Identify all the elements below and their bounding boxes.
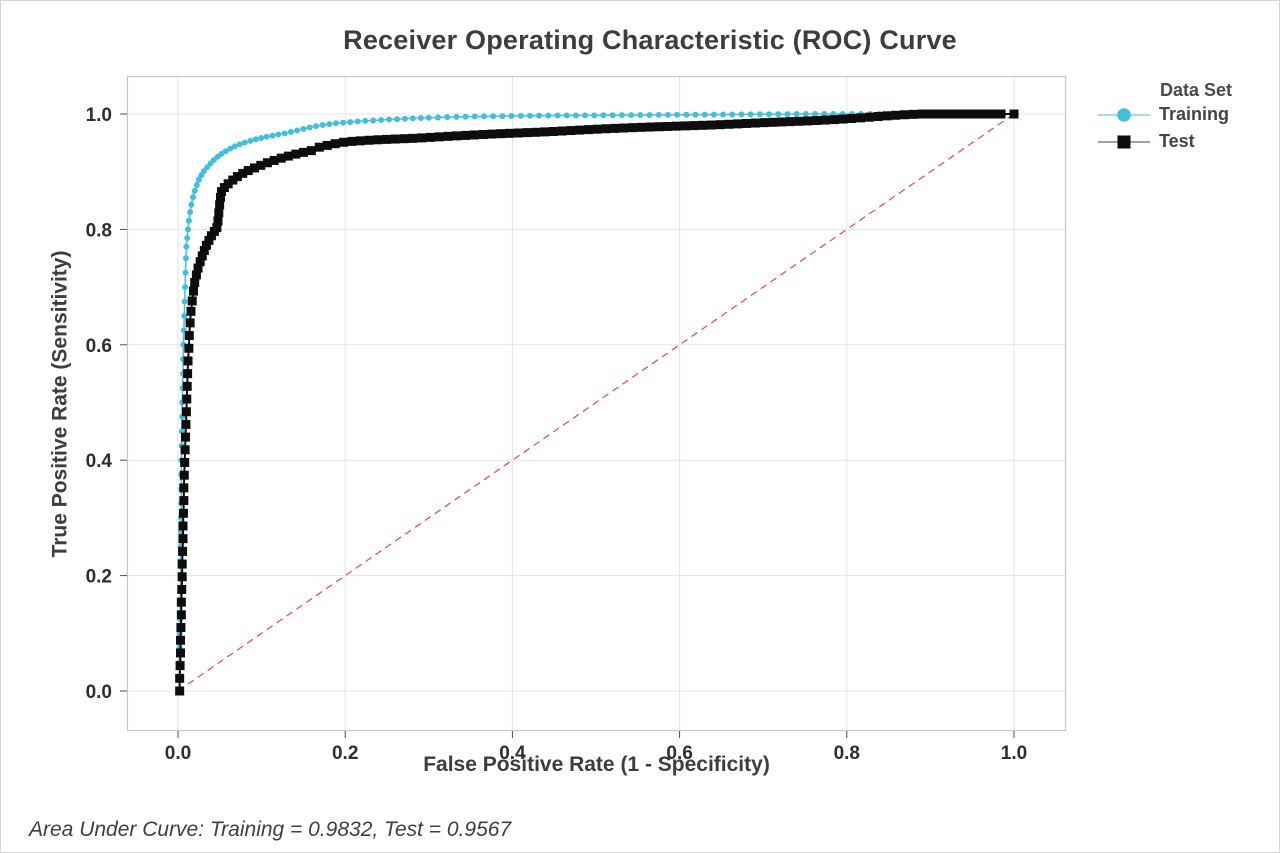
legend-label-training: Training: [1159, 104, 1230, 124]
x-tick-label: 0.0: [165, 743, 191, 764]
legend-label-test: Test: [1159, 131, 1195, 151]
x-tick-label: 0.8: [834, 743, 860, 764]
y-tick-label: 0.8: [86, 220, 112, 241]
x-tick-label: 0.6: [666, 743, 692, 764]
y-tick-label: 0.4: [86, 451, 113, 472]
y-tick-label: 0.2: [86, 567, 112, 588]
series-test: [175, 109, 1019, 696]
y-axis-label: True Positive Rate (Sensitivity): [48, 250, 72, 558]
plot-frame: [126, 75, 1067, 732]
legend-item-training: Training: [1098, 101, 1276, 128]
legend-item-test: Test: [1098, 128, 1276, 155]
chart-title: Receiver Operating Characteristic (ROC) …: [343, 25, 957, 55]
test-marker-icon: [1098, 135, 1150, 148]
y-tick-label: 0.6: [86, 336, 112, 357]
x-tick-label: 0.4: [499, 743, 526, 764]
plot-area: 0.0 0.2 0.4 0.6 0.8 1.0 0.0 0.2 0.4 0.6 0.8 1.0: [86, 75, 1067, 764]
legend: Data Set Training Test: [1098, 79, 1276, 155]
x-tick-label: 0.2: [332, 743, 358, 764]
training-marker-icon: [1098, 107, 1150, 122]
auc-footnote: Area Under Curve: Training = 0.9832, Tes…: [29, 818, 512, 841]
legend-title: Data Set: [1160, 80, 1233, 100]
y-tick-label: 0.0: [86, 682, 112, 703]
y-tick-label: 1.0: [86, 105, 112, 126]
x-axis-label: False Positive Rate (1 - Specificity): [423, 753, 770, 776]
chance-diagonal-line: [177, 113, 1015, 692]
x-tick-label: 1.0: [1001, 743, 1027, 764]
